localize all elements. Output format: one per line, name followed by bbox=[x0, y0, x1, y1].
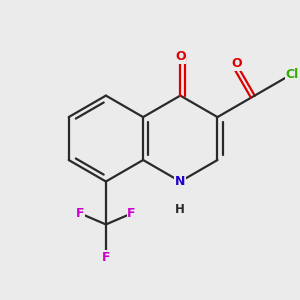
Text: F: F bbox=[102, 251, 110, 264]
Text: O: O bbox=[231, 58, 242, 70]
Text: N: N bbox=[175, 175, 185, 188]
Text: H: H bbox=[176, 203, 185, 216]
Text: Cl: Cl bbox=[285, 68, 298, 81]
Text: F: F bbox=[127, 207, 136, 220]
Text: F: F bbox=[76, 207, 85, 220]
Text: O: O bbox=[175, 50, 186, 63]
